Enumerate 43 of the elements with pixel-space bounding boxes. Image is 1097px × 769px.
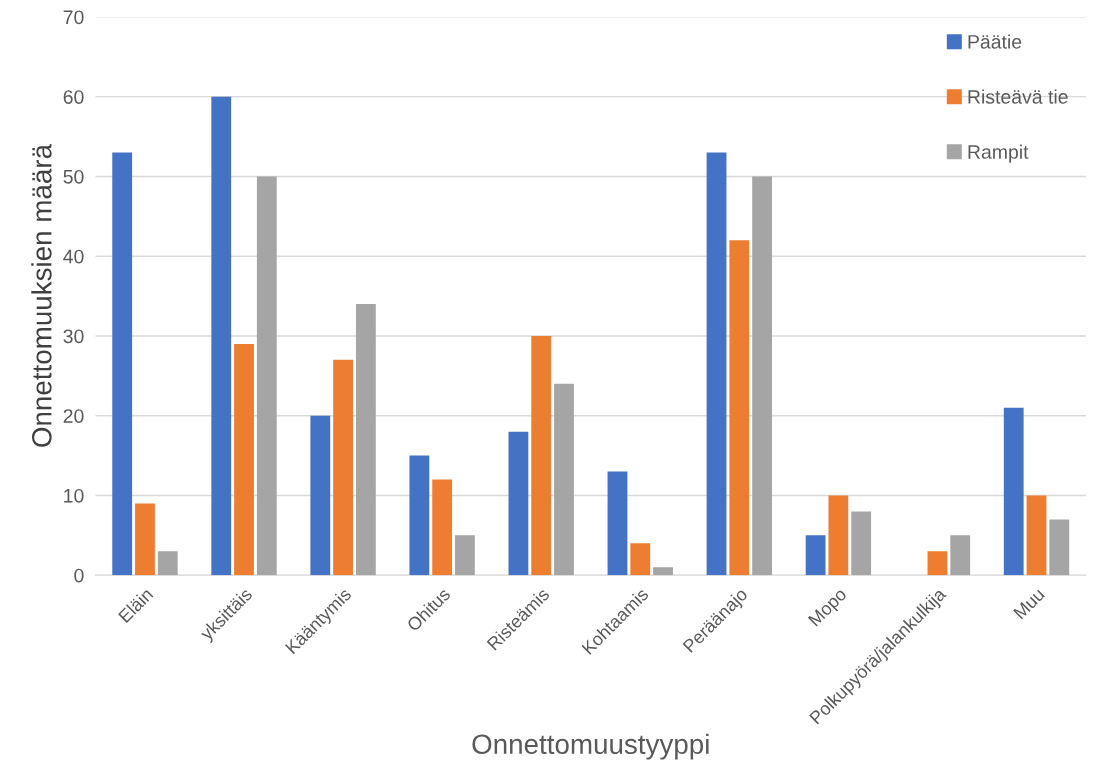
- bar: [355, 304, 376, 576]
- bar: [157, 551, 178, 576]
- bar: [729, 240, 750, 576]
- bar: [653, 567, 673, 576]
- bar: [211, 96, 232, 576]
- legend-label: Risteävä tie: [968, 89, 1068, 104]
- y-tick-label: 50: [63, 169, 84, 184]
- bar: [112, 152, 133, 576]
- bar: [234, 343, 254, 576]
- bar: [706, 152, 727, 576]
- x-axis-title: Onnettomuustyyppi: [472, 733, 709, 760]
- bar: [927, 551, 948, 576]
- y-tick-label: 60: [63, 90, 84, 104]
- legend-label: Päätie: [968, 34, 1022, 49]
- bar: [1049, 519, 1070, 576]
- bar: [630, 543, 651, 576]
- bar: [508, 431, 529, 576]
- bar: [531, 335, 552, 576]
- bar: [950, 535, 971, 576]
- bar: [135, 503, 155, 576]
- bar: [752, 176, 773, 576]
- bar: [310, 415, 331, 576]
- y-tick-label: 20: [63, 409, 84, 423]
- bar: [805, 535, 826, 576]
- y-tick-label: 10: [64, 488, 84, 503]
- bar: [828, 495, 849, 576]
- legend-label: Rampit: [968, 144, 1029, 163]
- y-tick-label: 70: [63, 10, 84, 25]
- bar: [432, 479, 453, 576]
- y-tick-label: 40: [63, 249, 84, 264]
- bar: [851, 511, 872, 576]
- bar: [409, 455, 430, 576]
- y-tick-label: 30: [63, 329, 84, 344]
- bar: [256, 176, 277, 576]
- bar: [1026, 495, 1047, 576]
- bar: [607, 471, 628, 576]
- bar: [554, 383, 574, 576]
- bar: [455, 535, 475, 576]
- x-tick-label: Muu: [1013, 587, 1046, 620]
- bar: [1003, 407, 1024, 576]
- y-axis-title: Onnettomuuksien määrä: [31, 143, 52, 447]
- bar: [333, 359, 353, 576]
- y-tick-label: 0: [74, 568, 84, 583]
